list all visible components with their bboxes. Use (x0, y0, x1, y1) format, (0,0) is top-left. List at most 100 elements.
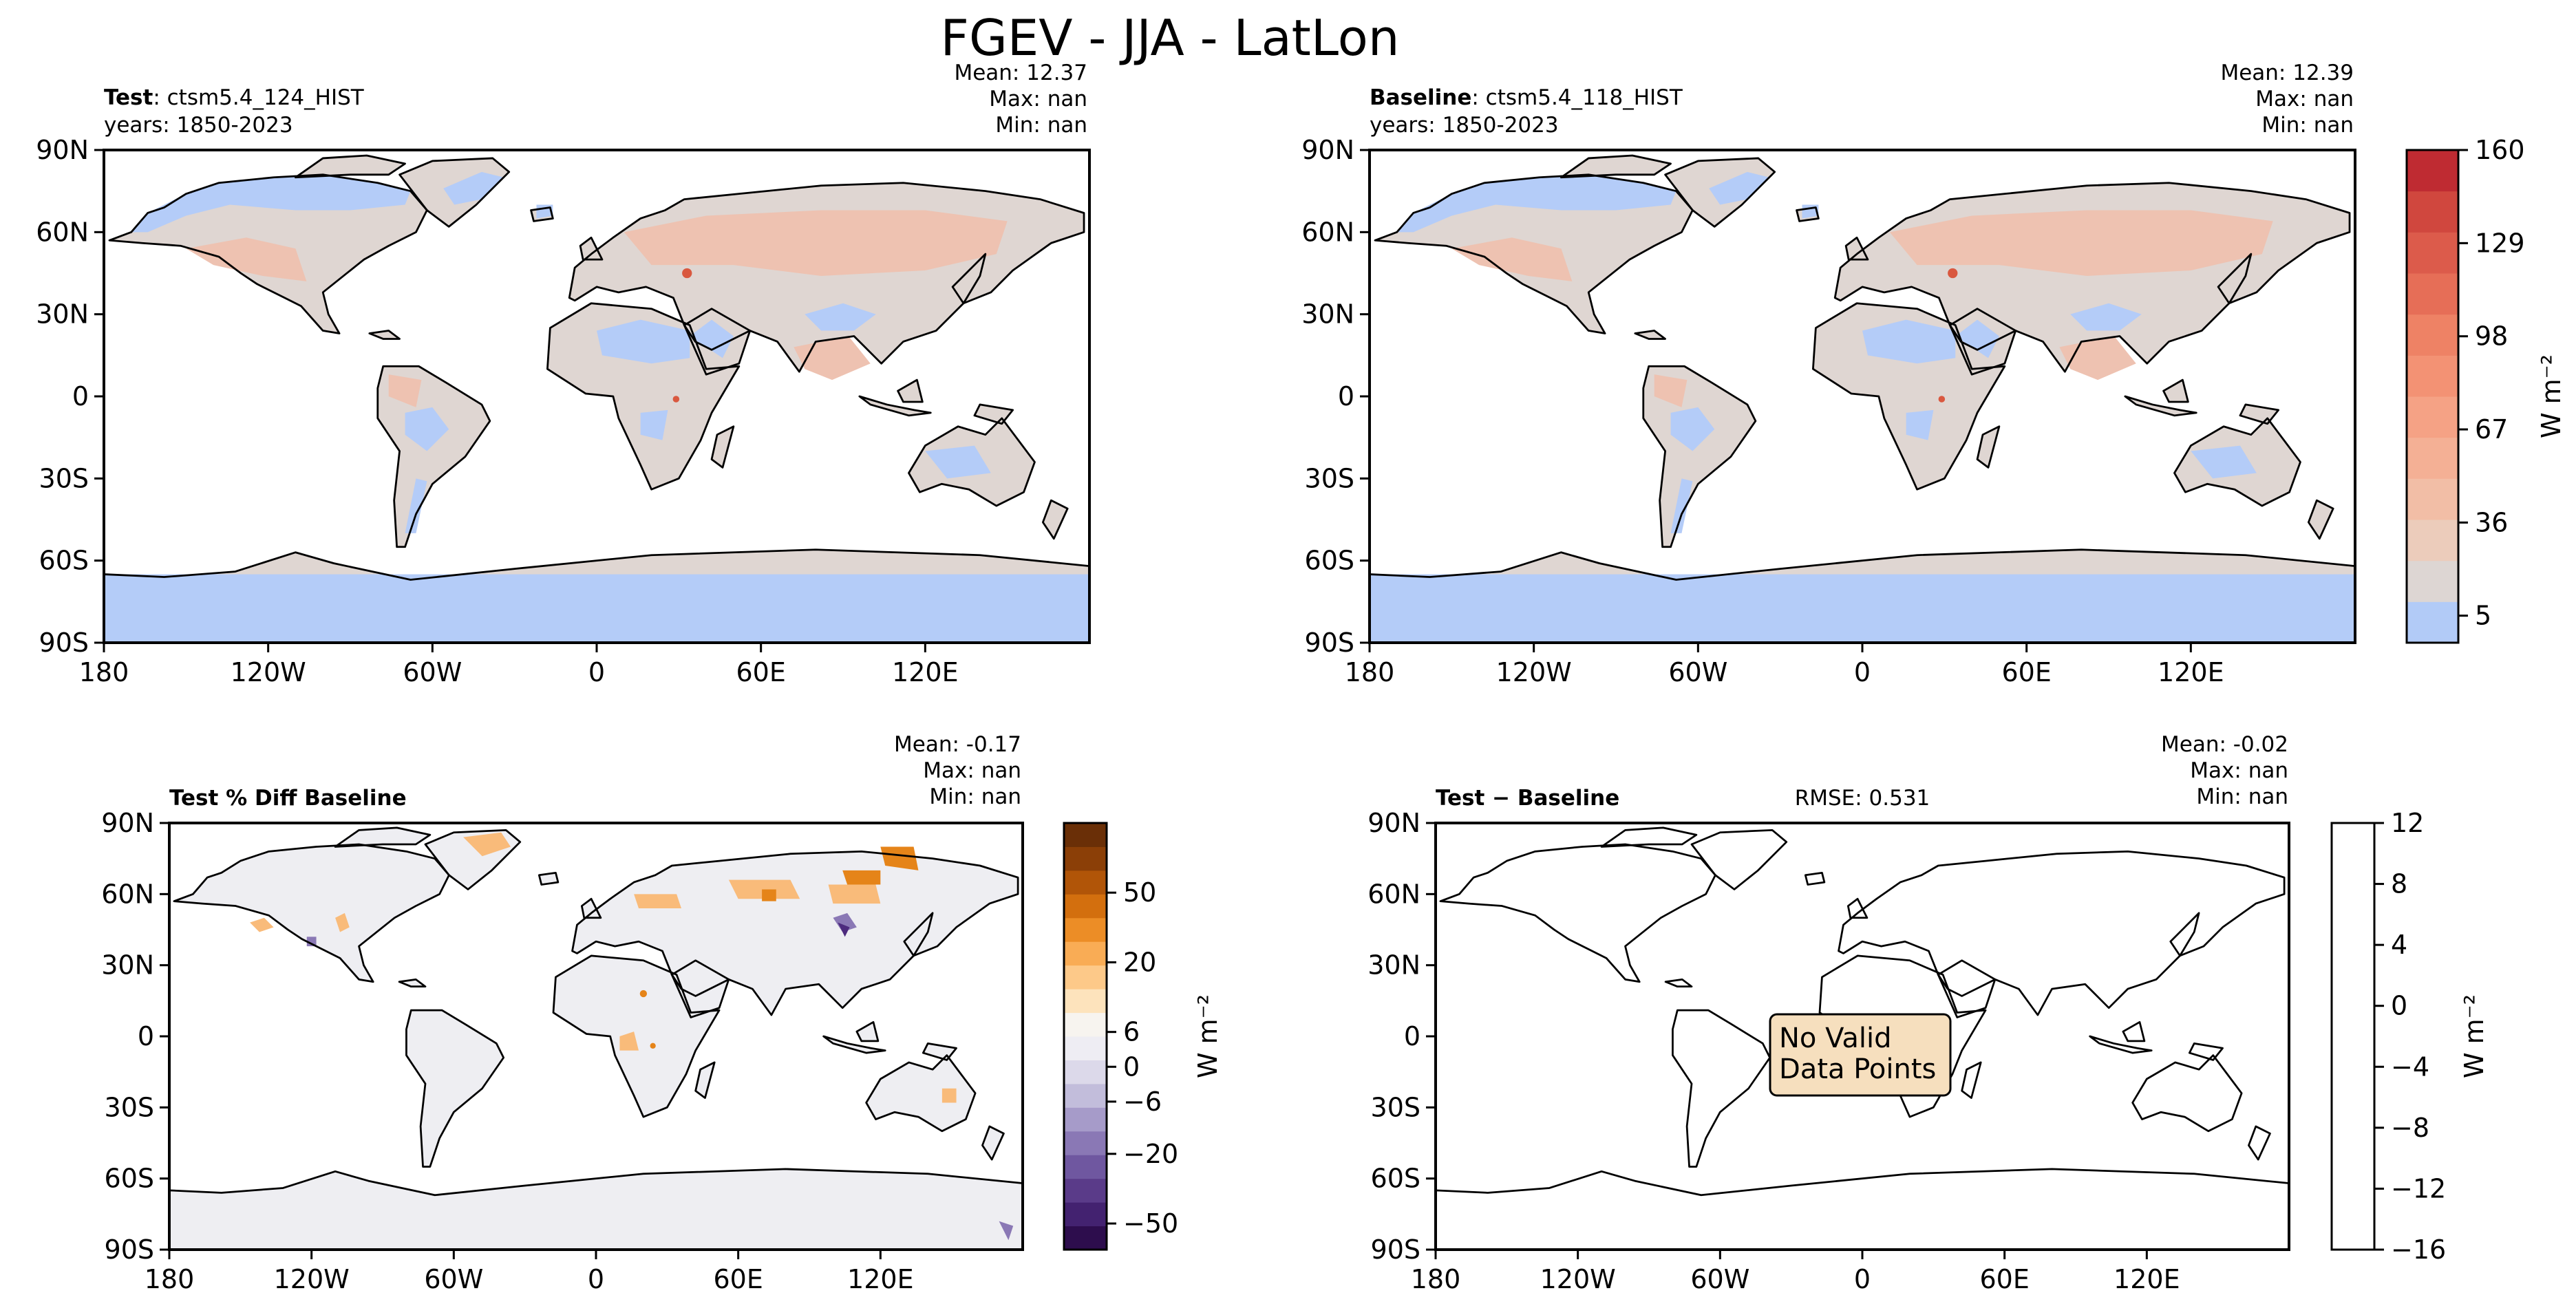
x-tick-label: 120W (1496, 657, 1572, 687)
colorbar-tick-label: 36 (2475, 507, 2508, 537)
colorbar-tick-label: 12 (2391, 808, 2424, 838)
panel-test-label: Test: ctsm5.4_124_HIST (104, 85, 365, 110)
colorbar-segment (1064, 1107, 1107, 1132)
x-tick-label: 60W (403, 657, 462, 687)
panel-test-header: Test: ctsm5.4_124_HIST years: 1850-2023 … (104, 61, 1087, 138)
y-tick-label: 60S (39, 546, 89, 576)
panel-pctdiff-label: Test % Diff Baseline (169, 786, 407, 811)
panel-pctdiff-header: Test % Diff Baseline Mean: -0.17 Max: na… (169, 732, 1021, 811)
colorbar-tick-label: 6 (1123, 1017, 1140, 1047)
x-tick-label: 180 (145, 1264, 195, 1294)
x-tick-label: 120W (231, 657, 306, 687)
y-tick-label: 90S (1371, 1234, 1420, 1265)
colorbar-pctdiff: 50 20 6 0 −6 −20 −50 W m⁻² (1063, 822, 1223, 1251)
y-tick-label: 60S (1305, 546, 1354, 576)
colorbar-tick-label: 67 (2475, 414, 2508, 445)
colorbar-tick-label: −4 (2391, 1051, 2429, 1082)
no-data-line1: No Valid (1779, 1023, 1892, 1054)
y-tick-label: 30N (101, 950, 154, 981)
y-tick-label: 90N (1367, 808, 1420, 838)
panel-baseline-header: Baseline: ctsm5.4_118_HIST years: 1850-2… (1370, 61, 2354, 138)
x-tick-label: 120W (1540, 1264, 1616, 1294)
colorbar-segment (1064, 1012, 1107, 1037)
colorbar-segment (2407, 437, 2458, 479)
x-tick-label: 60E (736, 657, 785, 687)
colorbar-tick-label: −6 (1123, 1087, 1162, 1117)
panel-diff: No Valid Data Points (1434, 822, 2290, 1251)
panel-baseline (1368, 149, 2356, 644)
x-tick-label: 180 (1345, 657, 1395, 687)
y-tick-label: 90N (101, 808, 154, 838)
y-tick-label: 60N (1301, 217, 1354, 247)
no-data-line2: Data Points (1779, 1054, 1936, 1085)
panel-baseline-max: Max: nan (2255, 87, 2354, 111)
colorbar-segment (1064, 1036, 1107, 1060)
colorbar-tick-label: 0 (1123, 1051, 1140, 1082)
colorbar-segment (2407, 355, 2458, 397)
y-tick-label: 30S (1371, 1092, 1420, 1122)
panel-pctdiff-max: Max: nan (923, 758, 1021, 783)
y-tick-label: 30N (1367, 950, 1420, 981)
colorbar-tick-label: 20 (1123, 947, 1156, 977)
panel-diff-label: Test − Baseline (1436, 786, 1619, 811)
x-tick-label: 120E (892, 657, 959, 687)
panel-test-mean: Mean: 12.37 (954, 61, 1087, 85)
colorbar-tick-label: 50 (1123, 877, 1156, 908)
colorbar-tick-label: 4 (2391, 930, 2407, 960)
x-tick-label: 120W (274, 1264, 350, 1294)
y-tick-label: 90S (105, 1234, 154, 1265)
x-tick-label: 60E (1979, 1264, 2029, 1294)
x-tick-label: 60W (424, 1264, 483, 1294)
y-tick-label: 60N (36, 217, 89, 247)
x-tick-label: 60W (1690, 1264, 1749, 1294)
colorbar-segment (2407, 314, 2458, 356)
x-tick-label: 0 (1854, 657, 1871, 687)
colorbar-diff-unit: W m⁻² (2459, 994, 2489, 1078)
colorbar-tick-label: −16 (2391, 1234, 2446, 1265)
colorbar-pctdiff-unit: W m⁻² (1193, 994, 1223, 1078)
panel-pctdiff (168, 822, 1024, 1251)
colorbar-segment (2407, 396, 2458, 438)
colorbar-segment (2407, 478, 2458, 520)
colorbar-main-unit: W m⁻² (2536, 354, 2566, 438)
panel-baseline-min: Min: nan (2261, 113, 2354, 138)
colorbar-segment (2407, 601, 2458, 643)
y-tick-label: 30N (36, 299, 89, 330)
colorbar-segment (1064, 823, 1107, 847)
colorbar-tick-label: 0 (2391, 991, 2407, 1021)
y-tick-label: 60N (101, 879, 154, 909)
colorbar-tick-label: 8 (2391, 869, 2407, 899)
panel-test-max: Max: nan (989, 87, 1087, 111)
panel-pctdiff-min: Min: nan (929, 784, 1021, 809)
colorbar-segment (1064, 941, 1107, 966)
colorbar-main: 160 129 98 67 36 5 W m⁻² (2405, 135, 2566, 644)
panel-diff-max: Max: nan (2190, 758, 2288, 783)
colorbar-segment (1064, 1060, 1107, 1084)
x-tick-label: 120E (2158, 657, 2224, 687)
colorbar-segment (2407, 273, 2458, 315)
panel-pctdiff-mean: Mean: -0.17 (894, 732, 1021, 757)
x-tick-label: 0 (1854, 1264, 1871, 1294)
map-test (104, 153, 1089, 643)
colorbar-tick-label: −8 (2391, 1113, 2429, 1143)
x-tick-label: 120E (2114, 1264, 2180, 1294)
colorbar-segment (1064, 846, 1107, 871)
x-tick-label: 60W (1668, 657, 1727, 687)
colorbar-segment (1064, 1178, 1107, 1203)
x-tick-label: 180 (1411, 1264, 1461, 1294)
x-tick-label: 0 (588, 657, 605, 687)
colorbar-segment (2407, 560, 2458, 602)
colorbar-segment (1064, 1083, 1107, 1108)
colorbar-segment (1064, 870, 1107, 895)
colorbar-segment (1064, 989, 1107, 1014)
y-tick-label: 90N (1301, 135, 1354, 165)
colorbar-segment (2407, 191, 2458, 233)
panel-diff-min: Min: nan (2196, 784, 2288, 809)
colorbar-segment (1064, 1155, 1107, 1179)
panel-test-years: years: 1850-2023 (104, 113, 293, 138)
x-tick-label: 180 (79, 657, 129, 687)
panel-baseline-years: years: 1850-2023 (1370, 113, 1559, 138)
y-tick-label: 30S (1305, 463, 1354, 493)
y-tick-label: 60N (1367, 879, 1420, 909)
panel-test (103, 149, 1091, 644)
